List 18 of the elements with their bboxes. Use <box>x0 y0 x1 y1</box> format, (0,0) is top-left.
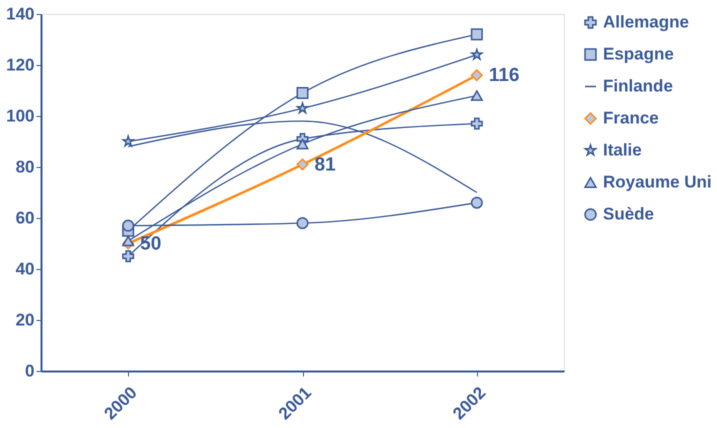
y-tick-label: 100 <box>6 106 34 126</box>
data-label: 50 <box>140 234 162 254</box>
y-tick-label: 120 <box>6 56 34 74</box>
y-tick-label: 60 <box>16 208 34 228</box>
legend-label: France <box>603 108 659 128</box>
legend-label: Finlande <box>603 76 673 96</box>
y-tick-label: 80 <box>16 158 34 176</box>
y-tick-label: 40 <box>16 260 34 278</box>
data-label: 116 <box>488 65 520 86</box>
data-label: 81 <box>314 154 336 176</box>
y-tick-label: 0 <box>25 362 34 380</box>
y-tick-label: 20 <box>16 310 34 330</box>
y-tick-label: 140 <box>6 4 34 24</box>
legend-label: Suède <box>603 204 654 224</box>
legend-label: Royaume Uni <box>603 172 712 192</box>
legend-label: Allemagne <box>603 12 689 32</box>
legend-label: Espagne <box>603 44 674 64</box>
legend-label: Italie <box>603 140 642 160</box>
